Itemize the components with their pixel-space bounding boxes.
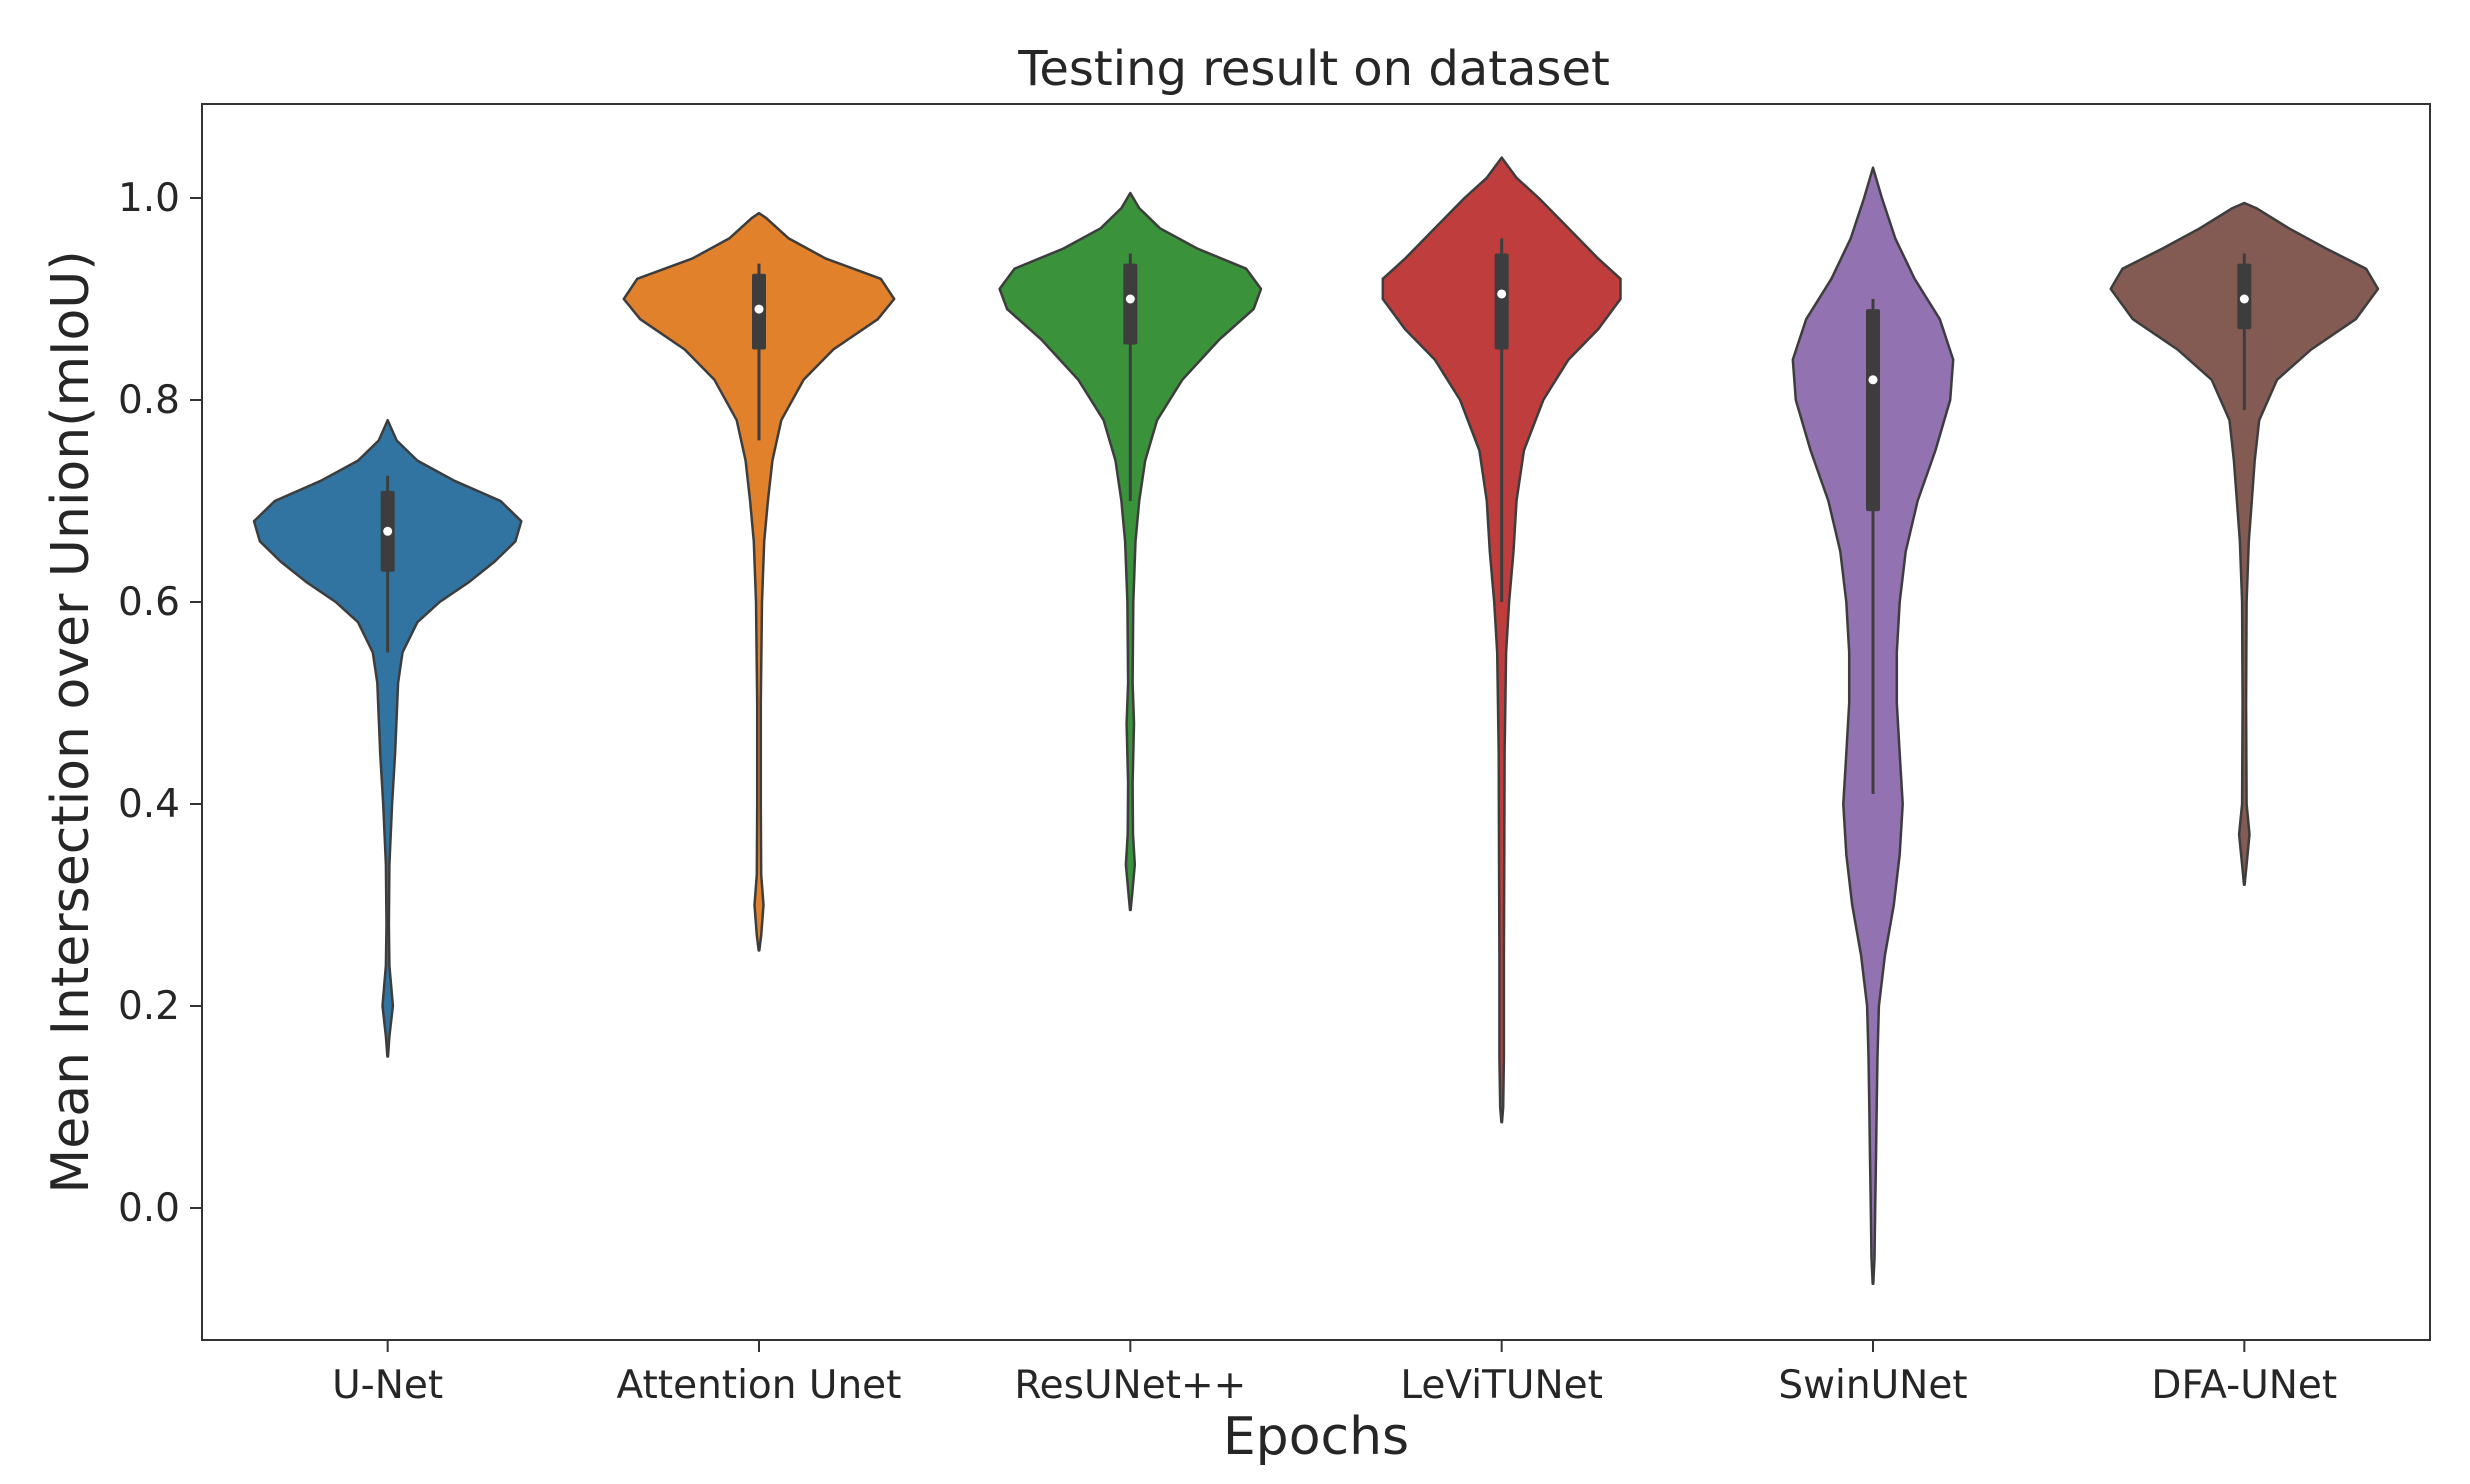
x-tick-label: LeViTUNet [1400, 1363, 1603, 1408]
violin-body [998, 191, 1263, 912]
x-axis-ticks: U-Net Attention Unet ResUNet++ LeViTUNet Swi… [332, 1340, 2337, 1408]
y-tick-label: 0.4 [118, 782, 180, 827]
violin-median [1868, 375, 1878, 385]
violin-iqr-box [1123, 263, 1138, 345]
y-tick-label: 0.8 [118, 378, 180, 423]
violin-median [2239, 294, 2249, 304]
violin-swinunet [1791, 166, 1955, 1286]
violin-iqr-box [1866, 309, 1880, 512]
violin-body [2109, 201, 2380, 887]
violin-median [754, 304, 764, 314]
x-tick-label: U-Net [332, 1363, 443, 1408]
y-axis-label: Mean Intersection over Union(mIoU) [41, 250, 101, 1193]
violin-u-net [252, 418, 523, 1058]
x-tick-label: SwinUNet [1778, 1363, 1967, 1408]
x-tick-label: DFA-UNet [2151, 1363, 2337, 1408]
violin-median [1125, 294, 1135, 304]
y-axis-ticks: 0.0 0.2 0.4 0.6 0.8 1.0 [118, 176, 202, 1231]
y-tick-label: 0.6 [118, 580, 180, 625]
violin-attention-unet [622, 211, 896, 952]
violins-layer [252, 156, 2380, 1286]
x-tick-label: Attention Unet [617, 1363, 902, 1408]
y-tick-label: 1.0 [118, 176, 180, 221]
violin-dfa-unet [2109, 201, 2380, 887]
violin-median [383, 526, 393, 536]
chart-title: Testing result on dataset [1017, 41, 1610, 97]
violin-body [1381, 156, 1622, 1124]
violin-median [1497, 289, 1507, 299]
plot-frame [201, 103, 2431, 1341]
x-axis-label: Epochs [1223, 1407, 1409, 1467]
violin-iqr-box [1494, 253, 1509, 350]
violin-levitunet [1381, 156, 1622, 1124]
x-tick-label: ResUNet++ [1014, 1363, 1246, 1408]
y-tick-label: 0.0 [118, 1186, 180, 1231]
y-tick-label: 0.2 [118, 984, 180, 1029]
violin-resunet- [998, 191, 1263, 912]
violin-body [622, 211, 896, 952]
violin-body [252, 418, 523, 1058]
